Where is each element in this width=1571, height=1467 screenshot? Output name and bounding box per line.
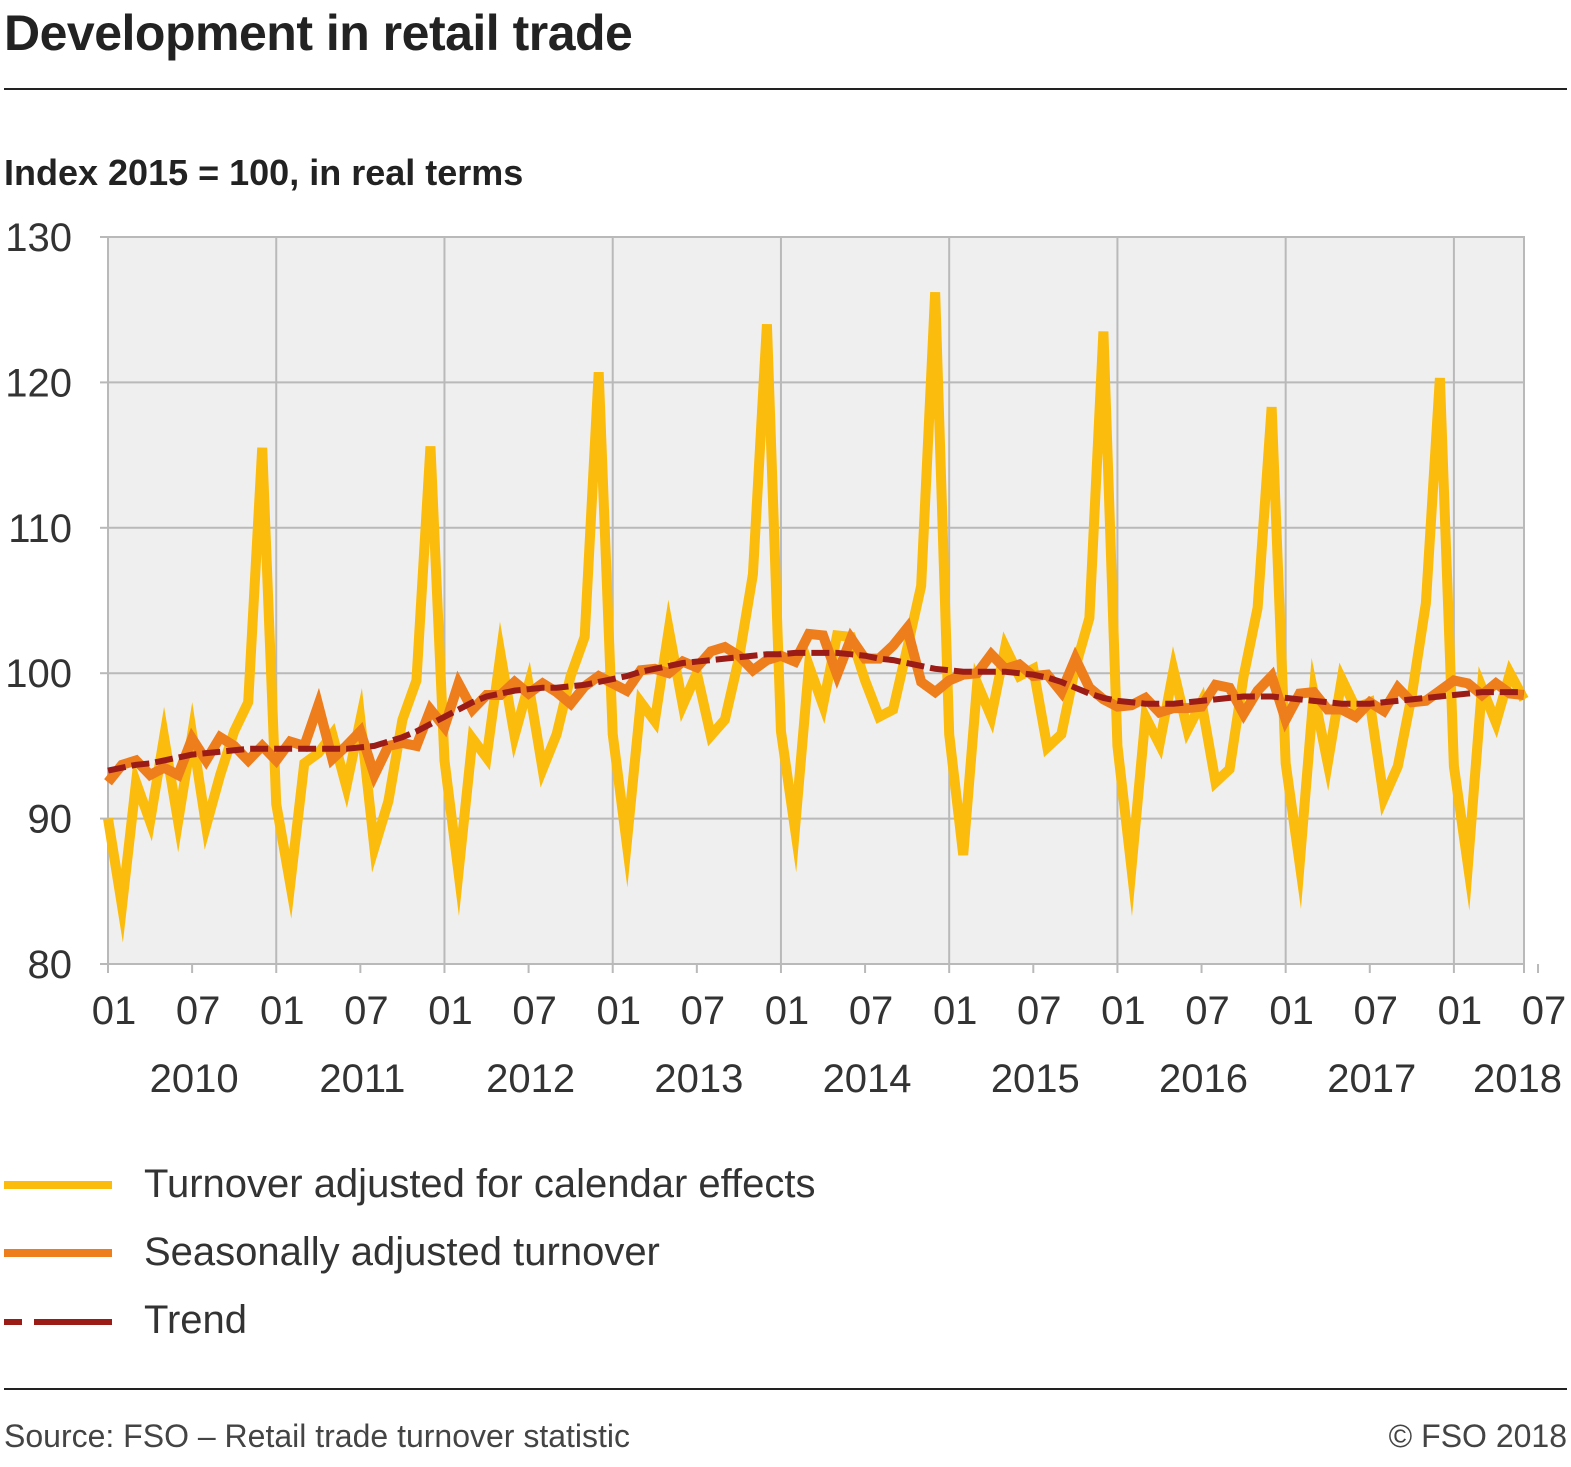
legend: Turnover adjusted for calendar effects S… [4,1150,815,1354]
x-tick-label: 01 [596,989,641,1033]
year-label: 2011 [319,1057,405,1101]
top-rule [4,88,1567,90]
y-tick-label: 80 [28,943,73,987]
x-tick-label: 07 [1017,989,1062,1033]
series-trend-line [107,649,1524,774]
y-tick-label: 110 [8,507,72,551]
legend-swatch-trend [4,1319,112,1325]
y-tick-label: 120 [5,361,72,405]
legend-swatch-seasonal [4,1249,112,1257]
x-tick-label: 01 [765,989,810,1033]
plot-area [108,237,1524,964]
legend-label-turnover: Turnover adjusted for calendar effects [144,1161,816,1206]
x-tick-label: 01 [1269,989,1314,1033]
plot-border [107,236,1525,965]
x-tick-label: 01 [428,989,473,1033]
x-tick-label: 07 [1354,989,1399,1033]
year-label: 2016 [1159,1057,1248,1101]
legend-swatch-turnover [4,1181,112,1189]
x-tick-label: 07 [176,989,221,1033]
bottom-rule [4,1388,1567,1390]
y-tick-label: 90 [28,798,73,842]
series [103,292,1529,943]
series-turnover-line [103,292,1529,943]
year-label: 2012 [486,1057,575,1101]
tick-labels: 80 90 100 110 120 130 01 07 01 07 01 07 01 07 01 07 01 07… [5,216,1567,1101]
axes [100,236,1540,973]
source-note: Source: FSO – Retail trade turnover stat… [4,1418,631,1454]
year-label: 2018 [1473,1057,1562,1101]
x-tick-label: 01 [260,989,305,1033]
x-tick-label: 07 [1522,989,1567,1033]
legend-label-seasonal: Seasonally adjusted turnover [144,1229,660,1274]
legend-item-trend: Trend [4,1286,815,1354]
legend-item-seasonal: Seasonally adjusted turnover [4,1218,815,1286]
chart-subtitle: Index 2015 = 100, in real terms [4,152,524,193]
x-tick-label: 01 [1101,989,1146,1033]
x-tick-label: 07 [849,989,894,1033]
year-label: 2014 [823,1057,912,1101]
year-label: 2015 [991,1057,1080,1101]
x-tick-label: 07 [512,989,557,1033]
series-seasonal-line [104,617,1525,789]
y-tick-label: 100 [5,652,72,696]
legend-label-trend: Trend [144,1297,248,1342]
line-chart: 80 90 100 110 120 130 01 07 01 07 01 07 01 07 01 07 01 07… [5,216,1567,1101]
y-tick-label: 130 [5,216,72,260]
x-tick-label: 07 [681,989,726,1033]
year-label: 2010 [150,1057,239,1101]
x-tick-label: 01 [933,989,978,1033]
x-tick-label: 07 [1185,989,1230,1033]
x-tick-label: 01 [92,989,137,1033]
x-tick-label: 01 [1438,989,1483,1033]
year-label: 2017 [1327,1057,1416,1101]
chart-title: Development in retail trade [4,5,633,61]
legend-item-turnover: Turnover adjusted for calendar effects [4,1150,815,1218]
copyright-note: © FSO 2018 [1388,1418,1567,1454]
year-label: 2013 [654,1057,743,1101]
x-tick-label: 07 [344,989,389,1033]
